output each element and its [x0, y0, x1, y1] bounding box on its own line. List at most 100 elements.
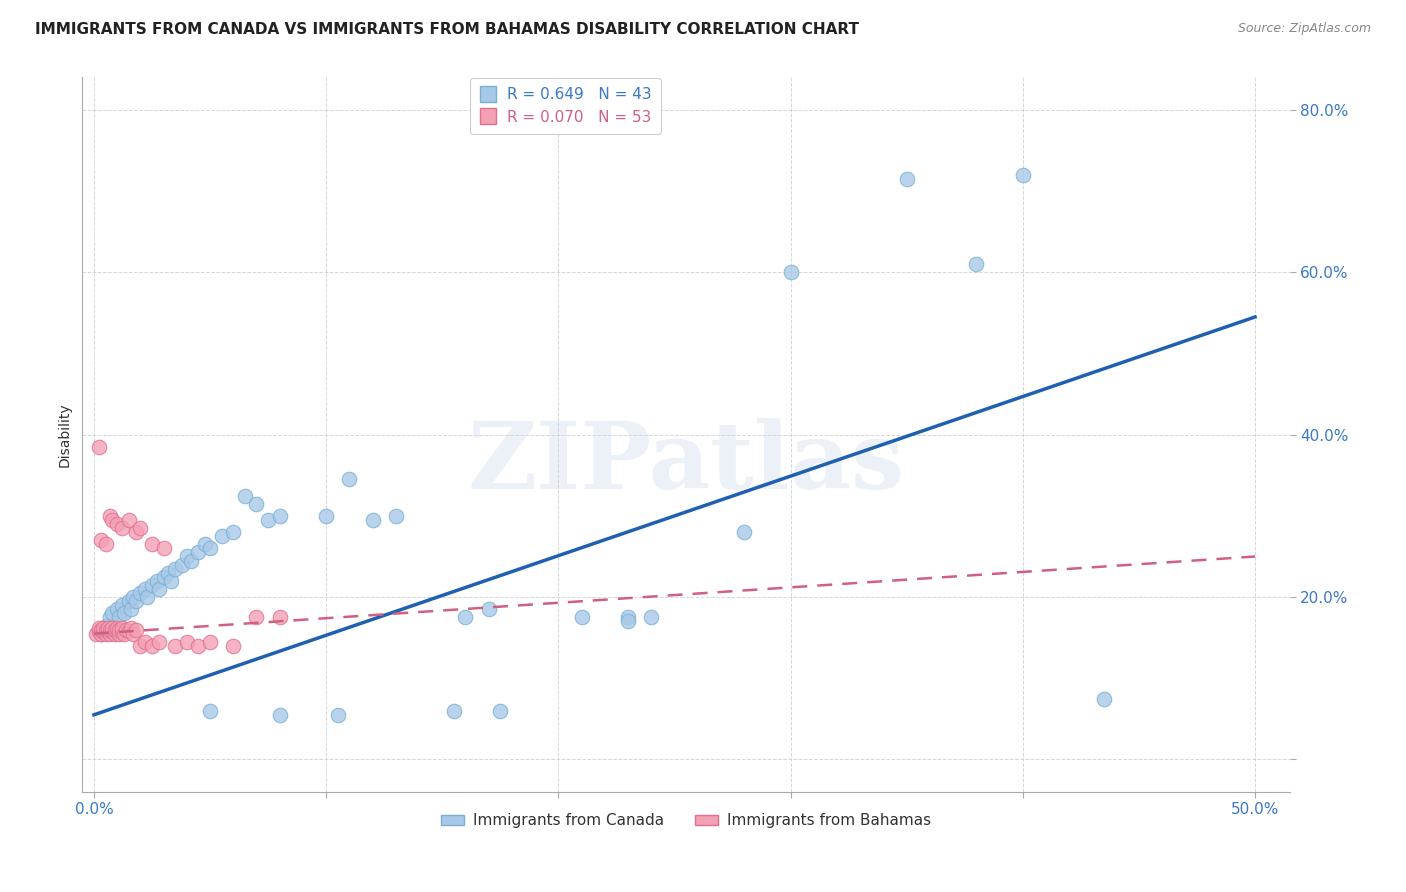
Point — [91, 621, 114, 635]
Point — [640, 610, 662, 624]
Legend: Immigrants from Canada, Immigrants from Bahamas: Immigrants from Canada, Immigrants from … — [434, 807, 938, 834]
Point — [198, 541, 221, 556]
Point — [315, 508, 337, 523]
Point — [134, 582, 156, 596]
Point — [108, 610, 131, 624]
Point — [120, 602, 142, 616]
Point — [84, 626, 107, 640]
Point — [187, 545, 209, 559]
Point — [112, 626, 135, 640]
Point — [105, 624, 128, 639]
Point — [118, 513, 141, 527]
Point — [120, 621, 142, 635]
Point — [145, 574, 167, 588]
Point — [489, 704, 512, 718]
Text: IMMIGRANTS FROM CANADA VS IMMIGRANTS FROM BAHAMAS DISABILITY CORRELATION CHART: IMMIGRANTS FROM CANADA VS IMMIGRANTS FRO… — [35, 22, 859, 37]
Point — [118, 594, 141, 608]
Point — [779, 265, 801, 279]
Point — [98, 626, 121, 640]
Point — [326, 707, 349, 722]
Point — [91, 624, 114, 639]
Point — [125, 623, 148, 637]
Point — [269, 610, 291, 624]
Point — [222, 525, 245, 540]
Point — [108, 623, 131, 637]
Point — [337, 472, 360, 486]
Point — [198, 634, 221, 648]
Point — [617, 610, 640, 624]
Point — [165, 639, 187, 653]
Point — [87, 440, 110, 454]
Point — [105, 516, 128, 531]
Point — [98, 610, 121, 624]
Point — [104, 623, 127, 637]
Point — [176, 549, 198, 564]
Point — [385, 508, 408, 523]
Text: Source: ZipAtlas.com: Source: ZipAtlas.com — [1237, 22, 1371, 36]
Point — [104, 626, 127, 640]
Point — [97, 624, 120, 639]
Point — [180, 553, 202, 567]
Point — [98, 508, 121, 523]
Point — [98, 623, 121, 637]
Point — [129, 639, 152, 653]
Point — [187, 639, 209, 653]
Point — [97, 621, 120, 635]
Point — [157, 566, 180, 580]
Point — [111, 598, 134, 612]
Point — [245, 497, 267, 511]
Point — [257, 513, 280, 527]
Point — [108, 626, 131, 640]
Point — [101, 607, 124, 621]
Point — [148, 582, 170, 596]
Point — [159, 574, 181, 588]
Point — [198, 704, 221, 718]
Text: ZIPatlas: ZIPatlas — [468, 418, 904, 508]
Point — [172, 558, 194, 572]
Point — [165, 562, 187, 576]
Point — [233, 489, 256, 503]
Point — [94, 623, 117, 637]
Point — [965, 257, 987, 271]
Point — [122, 590, 145, 604]
Point — [90, 533, 112, 548]
Point — [112, 607, 135, 621]
Point — [101, 621, 124, 635]
Point — [141, 639, 163, 653]
Point — [148, 634, 170, 648]
Point — [118, 624, 141, 639]
Point — [90, 626, 112, 640]
Point — [211, 529, 233, 543]
Point — [269, 707, 291, 722]
Point — [1092, 691, 1115, 706]
Point — [90, 623, 112, 637]
Point — [129, 521, 152, 535]
Point — [94, 537, 117, 551]
Point — [896, 172, 918, 186]
Point — [222, 639, 245, 653]
Point — [125, 525, 148, 540]
Point — [443, 704, 465, 718]
Point — [87, 621, 110, 635]
Point — [125, 594, 148, 608]
Point — [94, 626, 117, 640]
Point — [733, 525, 755, 540]
Point — [1011, 168, 1033, 182]
Point — [361, 513, 384, 527]
Point — [111, 624, 134, 639]
Point — [152, 570, 174, 584]
Point — [122, 626, 145, 640]
Point — [94, 618, 117, 632]
Point — [571, 610, 593, 624]
Point — [245, 610, 267, 624]
Point — [134, 634, 156, 648]
Point — [269, 508, 291, 523]
Point — [136, 590, 159, 604]
Point — [101, 513, 124, 527]
Point — [111, 521, 134, 535]
Point — [478, 602, 501, 616]
Point — [617, 615, 640, 629]
Point — [87, 624, 110, 639]
Y-axis label: Disability: Disability — [58, 402, 72, 467]
Point — [115, 623, 138, 637]
